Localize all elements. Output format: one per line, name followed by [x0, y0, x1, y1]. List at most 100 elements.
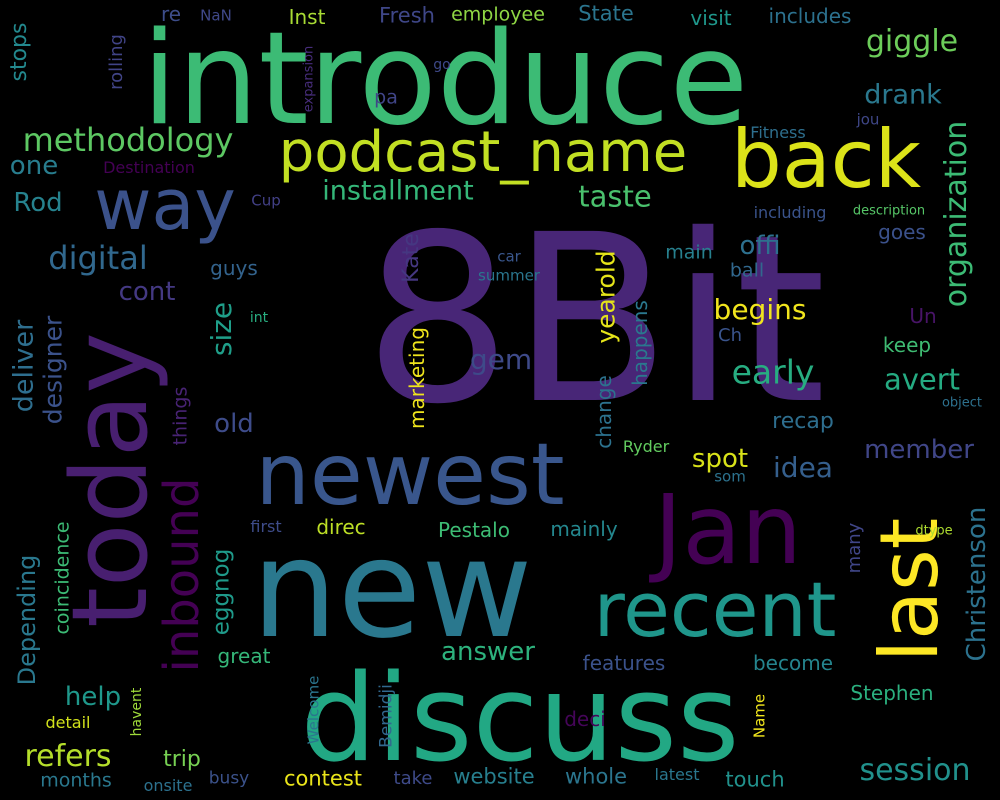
word-christenson: Christenson — [962, 506, 992, 662]
word-onsite: onsite — [143, 776, 193, 795]
word-fresh: Fresh — [379, 3, 435, 28]
word-yearold: yearold — [591, 250, 621, 344]
word-nan: NaN — [200, 6, 232, 25]
word-great: great — [217, 644, 271, 668]
word-description: description — [852, 203, 926, 219]
word-welcome: Welcome — [304, 675, 323, 745]
word-direc: direc — [316, 515, 366, 539]
word-pa: pa — [374, 86, 398, 109]
word-inbound: inbound — [154, 477, 210, 673]
word-take: take — [393, 768, 433, 789]
word-features: features — [582, 651, 666, 675]
word-latest: latest — [654, 765, 700, 784]
word-inst: Inst — [288, 5, 326, 29]
word-deliver: deliver — [8, 319, 40, 413]
word-ch: Ch — [718, 325, 742, 346]
word-marketing: marketing — [405, 327, 429, 429]
word-eggnog: eggnog — [208, 548, 235, 636]
word-back: back — [730, 113, 922, 206]
word-int: int — [249, 310, 269, 326]
word-spot: spot — [691, 444, 749, 474]
word-guys: guys — [210, 256, 258, 280]
word-recap: recap — [772, 409, 834, 434]
word-taste: taste — [578, 179, 652, 214]
word-digital: digital — [48, 239, 148, 277]
word-size: size — [205, 301, 238, 357]
word-today: today — [49, 332, 171, 628]
word-newest: newest — [255, 425, 565, 525]
word-cup: Cup — [251, 191, 281, 210]
word-discuss: discuss — [300, 650, 740, 789]
word-summer: summer — [478, 266, 540, 285]
word-state: State — [578, 1, 634, 26]
word-employee: employee — [451, 3, 545, 26]
word-many: many — [844, 522, 865, 574]
word-website: website — [453, 764, 535, 789]
word-begins: begins — [713, 293, 807, 326]
word-kate: Kate — [399, 233, 424, 283]
word-expansion: expansion — [301, 45, 317, 113]
word-help: help — [64, 682, 122, 712]
word-8bit: 8Bit — [363, 185, 827, 455]
word-methodology: methodology — [22, 121, 234, 159]
word-podcast-name: podcast_name — [278, 120, 688, 185]
word-months: months — [40, 769, 112, 792]
word-jou: jou — [856, 110, 880, 129]
word-ball: ball — [729, 259, 765, 282]
word-contest: contest — [283, 766, 363, 791]
word-happens: happens — [628, 300, 652, 386]
word-goes: goes — [878, 220, 926, 244]
word-become: become — [752, 651, 834, 675]
word-jan: Jan — [654, 474, 802, 586]
word-refers: refers — [24, 739, 112, 774]
word-last: last — [863, 517, 956, 663]
word-way: way — [94, 164, 236, 246]
word-change: change — [592, 375, 616, 449]
word-go: go — [433, 57, 451, 73]
word-destination: Destination — [103, 158, 195, 177]
word-ryder: Ryder — [622, 437, 670, 456]
word-member: member — [864, 435, 974, 465]
word-object: object — [941, 395, 983, 411]
word-stephen: Stephen — [850, 681, 934, 705]
word-introduce: introduce — [141, 5, 749, 154]
word-busy: busy — [208, 768, 250, 789]
word-things: things — [169, 386, 192, 446]
word-som: som — [714, 467, 746, 486]
word-keep: keep — [882, 333, 932, 357]
word-visit: visit — [690, 6, 732, 30]
word-detail: detail — [45, 713, 91, 732]
word-deci: deci — [564, 707, 606, 731]
word-idea: idea — [773, 451, 833, 484]
word-one: one — [9, 151, 59, 181]
word-gem: gem — [469, 343, 533, 376]
word-new: new — [251, 511, 533, 669]
word-old: old — [214, 409, 254, 439]
word-main: main — [665, 241, 713, 264]
word-early: early — [731, 352, 815, 392]
word-stops: stops — [7, 22, 32, 82]
word-name: Name — [750, 693, 769, 739]
word-mainly: mainly — [550, 517, 618, 541]
word-answer: answer — [441, 637, 535, 667]
word-drank: drank — [864, 79, 942, 111]
word-cont: cont — [118, 277, 176, 307]
word-bemidji: Bemidji — [376, 684, 397, 748]
word-including: including — [753, 203, 827, 222]
word-giggle: giggle — [865, 24, 959, 59]
word-rolling: rolling — [106, 34, 127, 90]
word-depending: Depending — [13, 554, 41, 686]
word-designer: designer — [38, 315, 68, 425]
word-re: re — [160, 2, 182, 26]
word-un: Un — [909, 304, 937, 328]
word-trip: trip — [163, 747, 201, 772]
word-avert: avert — [883, 362, 961, 397]
word-recent: recent — [593, 565, 837, 654]
word-first: first — [250, 517, 282, 536]
word-pestalo: Pestalo — [438, 518, 510, 542]
word-organization: organization — [939, 120, 974, 308]
word-session: session — [859, 753, 971, 788]
word-offi: offi — [739, 231, 781, 261]
word-installment: installment — [322, 175, 474, 207]
